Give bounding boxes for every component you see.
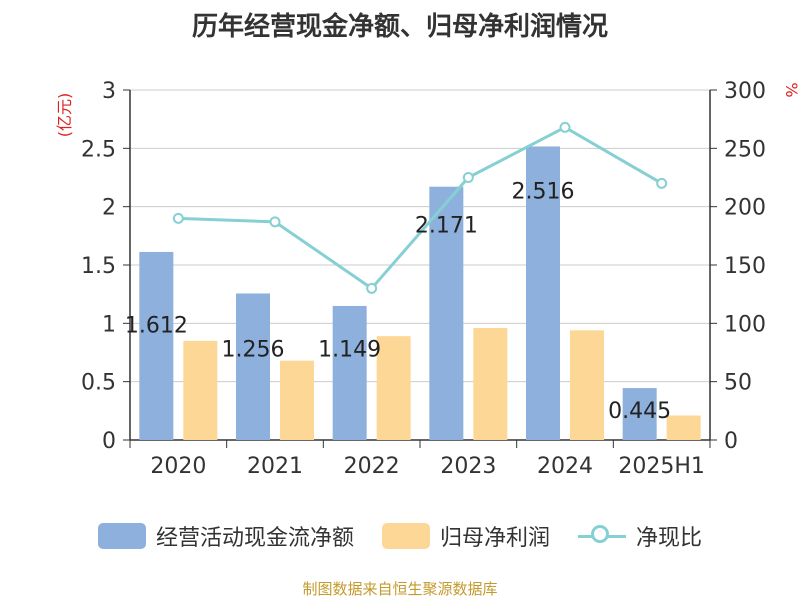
x-tick-label: 2023 bbox=[440, 454, 496, 479]
left-axis-unit-label: (亿元) bbox=[55, 93, 74, 138]
right-tick-label: 100 bbox=[724, 312, 766, 337]
bar-operating-cashflow bbox=[622, 388, 657, 440]
left-tick-label: 2.5 bbox=[81, 137, 116, 162]
legend-label-cash-ratio: 净现比 bbox=[636, 526, 703, 551]
bar-net-profit bbox=[666, 415, 701, 440]
line-cash-ratio bbox=[178, 125, 663, 291]
right-axis-unit-label: % bbox=[782, 82, 800, 97]
left-tick-label: 2 bbox=[102, 196, 116, 221]
x-tick-label: 2021 bbox=[247, 454, 303, 479]
data-label-operating-cashflow: 1.149 bbox=[318, 337, 381, 362]
right-tick-label: 0 bbox=[724, 429, 738, 454]
left-tick-label: 1.5 bbox=[81, 254, 116, 279]
x-tick-label: 2020 bbox=[150, 454, 206, 479]
x-tick-label: 2024 bbox=[537, 454, 593, 479]
legend-swatch-net-profit bbox=[381, 523, 430, 549]
point-cash-ratio bbox=[656, 177, 668, 189]
legend-swatch-operating-cashflow bbox=[97, 523, 146, 549]
chart-plot: 0 0.5 1 1.5 2 2.5 3 0 50 100 150 200 250 300 (亿元)% 2020… bbox=[55, 79, 800, 479]
data-label-operating-cashflow: 2.516 bbox=[512, 179, 575, 204]
legend-label-net-profit: 归母净利润 bbox=[439, 526, 550, 551]
legend-item-net-profit[interactable]: 归母净利润 bbox=[381, 520, 550, 552]
point-cash-ratio bbox=[462, 172, 474, 183]
point-cash-ratio bbox=[366, 282, 378, 294]
legend-label-operating-cashflow: 经营活动现金流净额 bbox=[155, 526, 354, 551]
right-tick-label: 200 bbox=[724, 196, 766, 221]
x-tick-label: 2022 bbox=[344, 454, 400, 479]
bar-operating-cashflow bbox=[236, 293, 270, 440]
data-label-operating-cashflow: 1.612 bbox=[125, 313, 188, 338]
data-label-operating-cashflow: 1.256 bbox=[222, 337, 285, 362]
left-tick-label: 0.5 bbox=[81, 371, 116, 396]
bar-operating-cashflow bbox=[139, 251, 174, 440]
right-tick-label: 250 bbox=[724, 137, 766, 162]
bar-operating-cashflow bbox=[429, 186, 464, 440]
left-tick-label: 3 bbox=[102, 79, 116, 104]
chart-legend: 经营活动现金流净额 归母净利润 净现比 bbox=[0, 518, 800, 554]
bar-net-profit bbox=[473, 328, 508, 440]
bar-net-profit bbox=[570, 330, 604, 440]
bar-net-profit bbox=[280, 360, 314, 440]
data-label-operating-cashflow: 0.445 bbox=[608, 399, 671, 424]
bar-operating-cashflow bbox=[526, 146, 560, 440]
right-tick-label: 150 bbox=[724, 254, 766, 279]
left-tick-label: 0 bbox=[102, 429, 116, 454]
legend-item-cash-ratio[interactable]: 净现比 bbox=[578, 520, 702, 552]
data-label-operating-cashflow: 2.171 bbox=[415, 214, 478, 239]
bar-net-profit bbox=[183, 340, 218, 440]
right-tick-label: 50 bbox=[724, 371, 752, 396]
x-tick-label: 2025H1 bbox=[618, 454, 705, 479]
source-note: 制图数据来自恒生聚源数据库 bbox=[302, 580, 498, 598]
legend-item-operating-cashflow[interactable]: 经营活动现金流净额 bbox=[97, 520, 354, 552]
bar-operating-cashflow bbox=[332, 305, 367, 440]
point-cash-ratio bbox=[269, 216, 281, 228]
right-tick-label: 300 bbox=[724, 79, 766, 104]
point-cash-ratio bbox=[172, 212, 184, 224]
legend-swatch-cash-ratio bbox=[578, 523, 626, 549]
bar-net-profit bbox=[376, 336, 411, 440]
chart-title: 历年经营现金净额、归母净利润情况 bbox=[191, 12, 608, 42]
point-cash-ratio bbox=[559, 121, 571, 133]
left-tick-label: 1 bbox=[102, 312, 116, 337]
